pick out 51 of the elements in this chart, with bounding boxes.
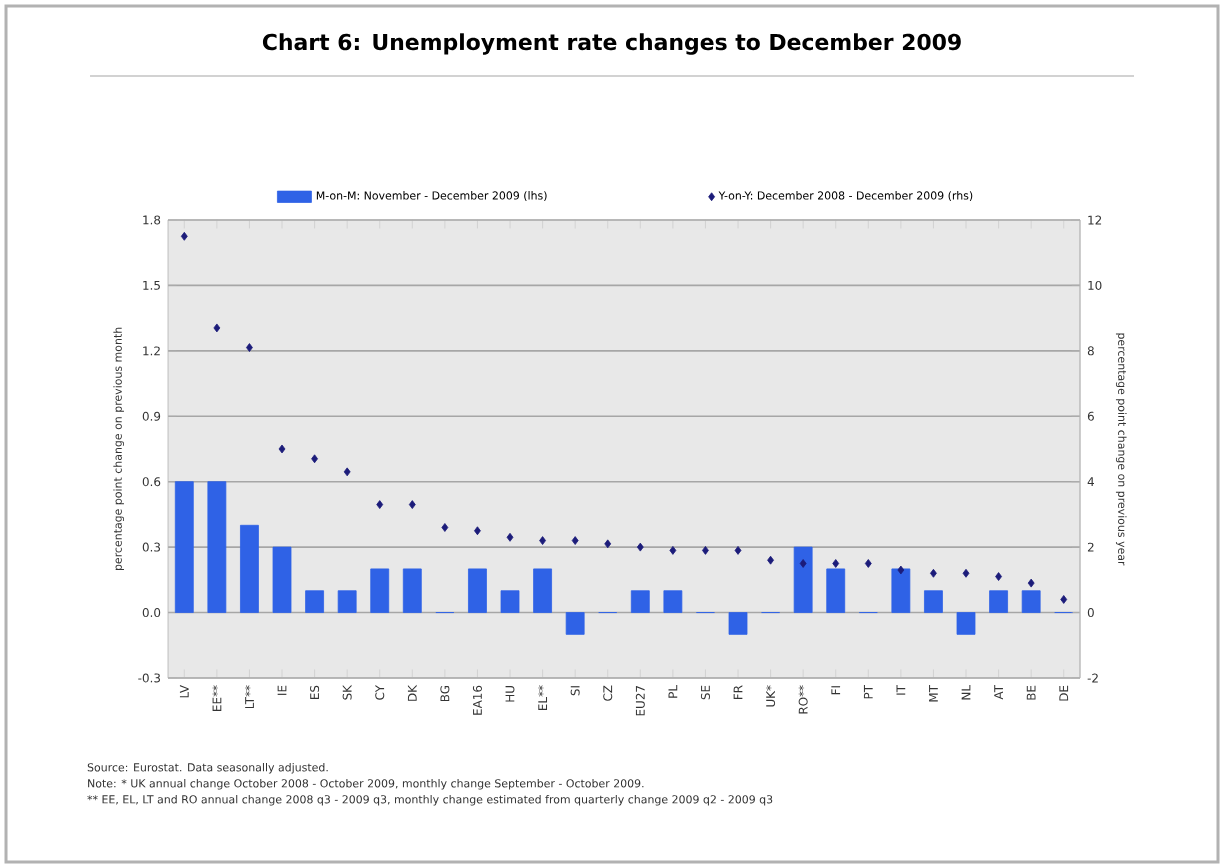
point	[636, 542, 644, 552]
point	[278, 444, 286, 454]
point	[897, 565, 905, 575]
bar	[663, 590, 683, 613]
bar	[272, 546, 292, 613]
bar	[337, 590, 357, 613]
point	[1027, 578, 1035, 588]
bar	[1021, 590, 1041, 613]
point	[180, 231, 188, 241]
point	[604, 539, 612, 549]
point	[995, 572, 1002, 581]
point	[962, 568, 970, 578]
point	[832, 559, 840, 568]
bar	[370, 568, 390, 613]
bar	[630, 590, 650, 613]
point	[376, 500, 384, 509]
point	[930, 568, 937, 578]
bar	[305, 590, 324, 613]
bar	[174, 481, 194, 613]
point	[669, 545, 677, 555]
point	[408, 500, 416, 509]
bar	[565, 612, 585, 635]
point	[571, 536, 579, 545]
point	[311, 454, 318, 464]
bar	[500, 590, 520, 613]
bar	[956, 612, 976, 635]
point	[506, 532, 514, 542]
chart-title: Chart 6: Unemployment rate changes to December 2009	[262, 33, 961, 55]
point	[799, 559, 807, 568]
point	[734, 545, 742, 555]
bar	[826, 568, 846, 613]
point	[246, 343, 253, 352]
point	[767, 555, 774, 565]
point	[441, 523, 449, 532]
point	[213, 323, 221, 333]
point	[1060, 595, 1068, 604]
point	[702, 545, 709, 555]
bar	[728, 612, 748, 635]
bar	[989, 590, 1008, 613]
point	[343, 467, 351, 477]
point	[474, 526, 481, 536]
bar	[793, 546, 813, 613]
bar	[402, 568, 422, 613]
bar	[207, 481, 227, 613]
bar	[924, 590, 943, 613]
bar	[468, 568, 487, 613]
point	[539, 536, 546, 545]
bar	[240, 524, 259, 613]
bar	[891, 568, 911, 613]
bar	[533, 568, 552, 613]
point	[864, 559, 872, 568]
